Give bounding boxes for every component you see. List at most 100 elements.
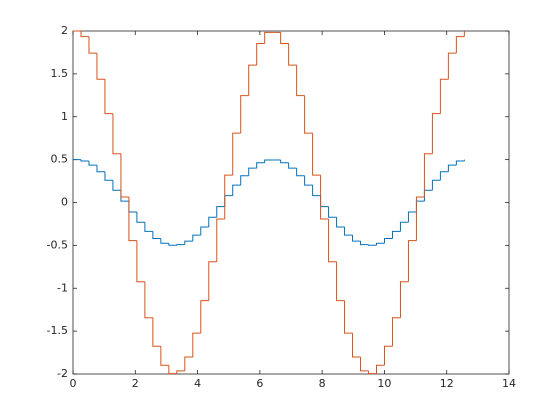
stair-step xyxy=(312,133,321,176)
stair-step xyxy=(455,160,465,166)
y-tick-label: -1.5 xyxy=(47,324,68,337)
stair-step xyxy=(439,78,449,114)
stair-step xyxy=(144,281,153,319)
stair-step xyxy=(248,64,257,96)
stair-step xyxy=(447,52,457,80)
stair-step xyxy=(160,238,169,244)
stair-step xyxy=(352,333,361,358)
stair-step xyxy=(216,206,225,218)
stair-step xyxy=(399,281,409,318)
stair-step xyxy=(104,171,113,181)
x-tick-label: 12 xyxy=(440,377,454,390)
stair-step xyxy=(407,240,417,282)
stair-step xyxy=(96,165,105,173)
stair-step xyxy=(423,153,433,198)
y-tick-label: -2 xyxy=(57,367,68,380)
stair-step xyxy=(439,171,449,181)
stair-step xyxy=(288,162,297,169)
stair-step xyxy=(376,364,385,374)
stair-step xyxy=(240,175,249,186)
stair-step xyxy=(232,132,241,176)
y-tick-label: -0.5 xyxy=(47,238,68,251)
stair-step xyxy=(407,211,417,223)
stair-step xyxy=(224,174,233,219)
stair-step xyxy=(296,168,305,177)
stair-step xyxy=(304,175,313,186)
stair-step xyxy=(240,95,249,134)
stair-step xyxy=(383,345,393,366)
x-tick-label: 14 xyxy=(502,377,516,390)
stair-step xyxy=(176,370,185,374)
y-tick-label: 0 xyxy=(61,196,68,209)
stair-step xyxy=(336,217,345,228)
stair-step xyxy=(383,237,393,244)
stair-step xyxy=(136,240,145,283)
x-tick-label: 4 xyxy=(194,377,201,390)
stair-step xyxy=(160,346,169,366)
stair-step xyxy=(80,31,89,38)
stair-step xyxy=(304,95,313,134)
stair-step xyxy=(264,31,273,44)
stair-step xyxy=(431,179,441,191)
stair-step xyxy=(208,261,217,301)
y-tick-label: -1 xyxy=(57,281,68,294)
stair-step xyxy=(152,231,161,239)
stair-step xyxy=(344,227,353,236)
stair-step xyxy=(200,226,209,236)
x-tick-label: 10 xyxy=(377,377,391,390)
x-tick-label: 0 xyxy=(70,377,77,390)
x-tick-label: 6 xyxy=(256,377,263,390)
stair-step xyxy=(328,218,337,263)
stair-step xyxy=(120,153,129,198)
stair-step xyxy=(184,240,193,245)
stair-step xyxy=(399,221,409,232)
stair-step xyxy=(280,159,289,164)
stair-step xyxy=(176,244,185,246)
stair-step xyxy=(264,159,273,163)
stair-step xyxy=(88,36,97,54)
stair-step xyxy=(415,196,425,241)
stair-step xyxy=(312,185,321,197)
stair-step xyxy=(296,65,305,97)
y-tick-label: 1.5 xyxy=(51,67,69,80)
stair-step xyxy=(80,159,89,162)
y-tick-label: 0.5 xyxy=(51,153,69,166)
stair-step xyxy=(184,356,193,371)
stair-step xyxy=(152,317,161,347)
stair-step xyxy=(248,167,257,176)
stair-step xyxy=(96,53,105,80)
stair-step xyxy=(216,218,225,262)
stair-step xyxy=(232,184,241,196)
stair-step xyxy=(447,164,457,172)
stair-step xyxy=(431,113,441,154)
stair-step xyxy=(112,113,121,155)
stair-step xyxy=(88,161,97,166)
stair-step xyxy=(200,300,209,334)
stair-step xyxy=(320,175,329,220)
x-tick-label: 2 xyxy=(132,377,139,390)
stair-step xyxy=(136,212,145,223)
stair-step xyxy=(352,235,361,242)
stair-step xyxy=(144,222,153,232)
stair-step xyxy=(256,162,265,169)
stair-step xyxy=(280,32,289,45)
stair-step xyxy=(112,180,121,191)
stair-step xyxy=(192,332,201,358)
stair-step xyxy=(208,216,217,228)
x-tick-label: 8 xyxy=(319,377,326,390)
stair-step xyxy=(455,36,465,54)
y-tick-label: 2 xyxy=(61,24,68,37)
y-tick-label: 1 xyxy=(61,110,68,123)
stair-step xyxy=(328,206,337,218)
stair-step xyxy=(168,243,177,246)
stair-step xyxy=(391,317,401,347)
stair-step xyxy=(368,370,377,375)
stair-step xyxy=(360,241,369,246)
stair-step xyxy=(168,365,177,375)
stair-step xyxy=(256,43,265,66)
stair-step xyxy=(192,234,201,242)
stair-step xyxy=(288,43,297,66)
